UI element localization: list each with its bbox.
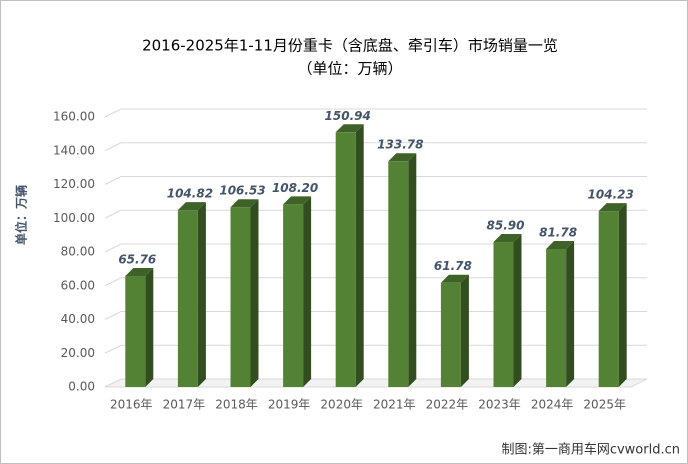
y-tick-label: 0.00 — [68, 380, 95, 394]
bar-top — [546, 240, 575, 249]
y-tick-label: 160.00 — [53, 110, 95, 124]
bar-side — [408, 153, 417, 387]
value-label: 81.78 — [539, 225, 577, 239]
bar-side — [460, 274, 469, 387]
grid-line — [104, 344, 647, 354]
grid-line — [104, 108, 647, 118]
bar-side — [303, 196, 312, 387]
bar — [230, 207, 251, 387]
x-tick-label: 2025年 — [583, 398, 626, 412]
y-tick-label: 40.00 — [61, 312, 95, 326]
x-tick-label: 2017年 — [163, 398, 206, 412]
bar — [125, 276, 146, 387]
bar-top — [388, 153, 417, 162]
value-label: 106.53 — [219, 184, 265, 198]
source-note: 制图:第一商用车网cvworld.cn — [501, 442, 680, 458]
value-label: 65.76 — [118, 253, 156, 267]
grid-line — [104, 176, 647, 185]
y-tick-label: 20.00 — [61, 346, 95, 360]
x-tick-label: 2016年 — [110, 398, 153, 412]
x-tick-label: 2023年 — [478, 398, 521, 412]
y-tick-label: 140.00 — [53, 143, 95, 157]
x-tick-label: 2020年 — [320, 398, 363, 412]
bar-top — [177, 202, 206, 211]
bar-top — [440, 274, 469, 283]
value-label: 133.78 — [377, 138, 423, 152]
x-tick-label: 2022年 — [426, 398, 469, 412]
bar-top — [335, 124, 364, 133]
y-axis-label: 单位：万辆 — [14, 185, 29, 245]
x-tick-label: 2018年 — [215, 398, 258, 412]
grid-line — [104, 142, 647, 152]
bar — [177, 210, 198, 387]
chart-title: 2016-2025年1-11月份重卡（含底盘、牵引车）市场销量一览 — [142, 37, 558, 55]
x-tick-label: 2021年 — [373, 398, 416, 412]
bar-top — [493, 234, 522, 243]
bar-side — [145, 268, 154, 387]
value-label: 104.82 — [167, 187, 213, 201]
grid-line — [104, 243, 647, 253]
value-label: 85.90 — [487, 219, 525, 233]
bar-top — [125, 268, 154, 277]
bar-top — [230, 199, 259, 208]
bar-top — [283, 196, 312, 205]
grid-line — [104, 209, 647, 219]
value-label: 108.20 — [272, 181, 318, 195]
value-label: 150.94 — [325, 109, 371, 123]
bar — [335, 132, 356, 387]
bar-side — [355, 124, 364, 387]
bar — [440, 282, 461, 387]
bar-side — [513, 234, 522, 387]
bar-side — [197, 202, 206, 387]
grid-line — [104, 277, 647, 287]
grid-line — [104, 311, 647, 320]
bar — [493, 242, 514, 387]
bar — [598, 211, 619, 387]
value-label: 104.23 — [588, 188, 634, 202]
bar — [546, 248, 567, 387]
x-tick-label: 2019年 — [268, 398, 311, 412]
bar-side — [566, 240, 575, 387]
bar — [388, 161, 409, 387]
bar-side — [250, 199, 259, 387]
x-tick-label: 2024年 — [531, 398, 574, 412]
bar — [283, 204, 304, 387]
grid-line — [104, 378, 647, 388]
bar-top — [598, 203, 627, 212]
y-tick-label: 120.00 — [53, 177, 95, 191]
bar-side — [618, 203, 627, 387]
y-tick-label: 60.00 — [61, 278, 95, 292]
value-label: 61.78 — [434, 259, 472, 273]
y-tick-label: 80.00 — [61, 245, 95, 259]
y-tick-label: 100.00 — [53, 211, 95, 225]
chart-subtitle: （单位：万辆） — [297, 60, 402, 78]
